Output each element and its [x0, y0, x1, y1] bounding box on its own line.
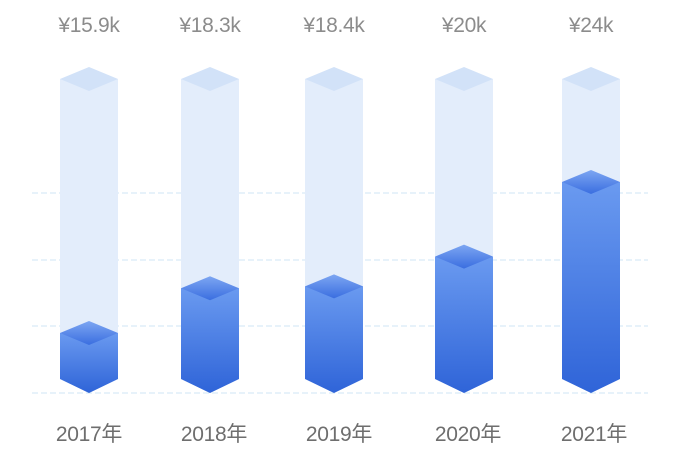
- bar-2020: [435, 67, 493, 393]
- bar-2021: [562, 67, 620, 393]
- bar-track-cap: [60, 67, 118, 91]
- bar-cap: [435, 244, 493, 269]
- bar-body: [305, 286, 363, 393]
- value-label-2018: ¥18.3k: [179, 14, 241, 37]
- category-label-2020: 2020年: [434, 423, 502, 446]
- bar-track-cap: [435, 67, 493, 91]
- category-label-2019: 2019年: [305, 423, 373, 446]
- bar-2018: [181, 67, 239, 393]
- bar-cap: [181, 276, 239, 301]
- bar-track: [60, 79, 118, 393]
- value-label-2017: ¥15.9k: [58, 14, 120, 37]
- bar-track-cap: [562, 67, 620, 91]
- category-label-2018: 2018年: [180, 423, 248, 446]
- bar-body: [562, 182, 620, 393]
- bar-2017: [60, 67, 118, 393]
- category-label-2017: 2017年: [55, 423, 123, 446]
- value-label-2020: ¥20k: [441, 14, 487, 37]
- bar-series: [60, 67, 620, 393]
- category-label-2021: 2021年: [560, 423, 628, 446]
- value-label-2019: ¥18.4k: [303, 14, 365, 37]
- bar-cap: [305, 274, 363, 299]
- bar-body: [181, 288, 239, 393]
- bar-track-cap: [181, 67, 239, 91]
- bar-cap: [562, 170, 620, 194]
- bar-body: [60, 333, 118, 393]
- bar-2019: [305, 67, 363, 393]
- bar-cap: [60, 321, 118, 345]
- value-label-2021: ¥24k: [568, 14, 614, 37]
- bar-track-cap: [305, 67, 363, 91]
- bar-body: [435, 256, 493, 393]
